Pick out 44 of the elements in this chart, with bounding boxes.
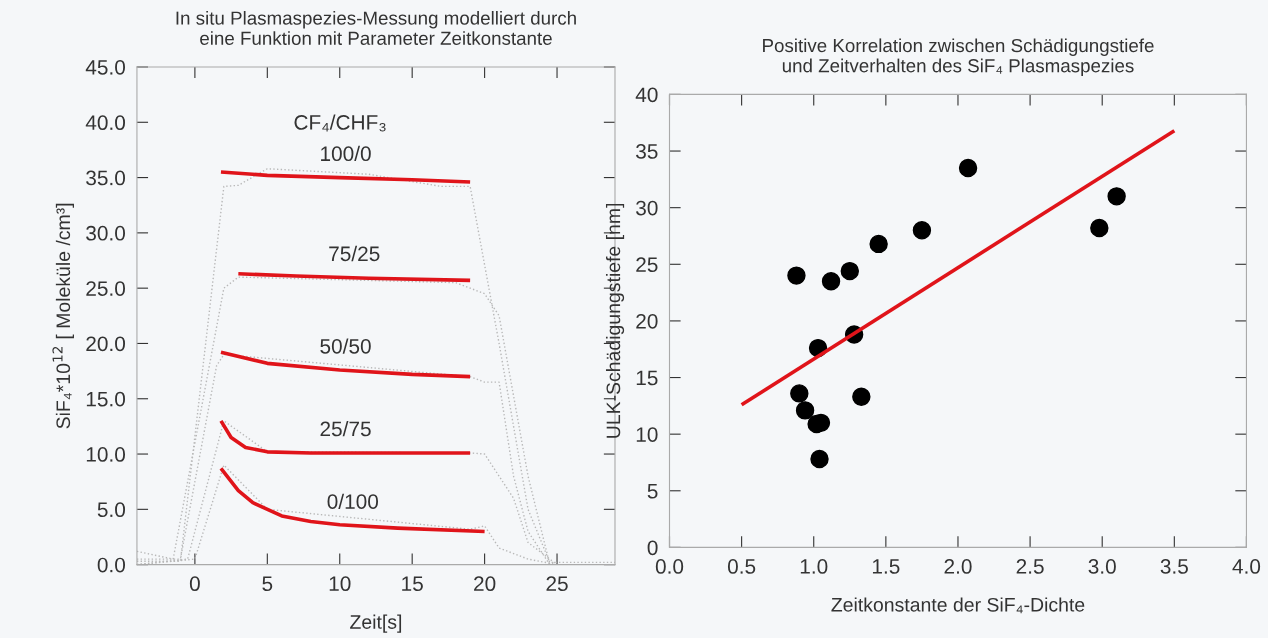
x-tick-label: 4.0	[1232, 559, 1261, 574]
y-tick-label: 40	[635, 87, 658, 103]
y-tick-label: 15.0	[86, 391, 126, 407]
y-tick-label: 20	[636, 313, 658, 329]
x-tick-label: 15	[402, 576, 423, 592]
x-tick-label: 5	[262, 576, 273, 592]
y-tick-label: 5.0	[97, 502, 126, 518]
annotation: CF₄/CHF₃	[294, 114, 386, 132]
x-tick-label: 3.0	[1088, 559, 1116, 574]
x-tick-label: 1.5	[872, 559, 900, 574]
y-tick-label: 35.0	[86, 170, 126, 186]
y-tick-label: 40.0	[85, 115, 126, 131]
x-tick-label: 2.0	[944, 559, 972, 574]
y-axis-title: SiF₄*10$^{12}$ [ Moleküle /cm³]	[52, 203, 74, 429]
x-tick-label: 1.0	[800, 559, 828, 574]
series-label: 50/50	[320, 338, 371, 354]
series-label: 75/25	[329, 245, 380, 262]
series-label: 25/75	[320, 421, 371, 437]
y-tick-label: 30	[636, 200, 658, 216]
x-axis-title: Zeitkonstante der SiF₄-Dichte	[831, 597, 1085, 614]
chart-title: Positive Korrelation zwischen Schädigungstiefe und Zeitverhalten des SiF₄ Plasmaspezies	[763, 38, 1154, 77]
y-tick-label: 45.0	[85, 59, 126, 75]
x-tick-label: 10	[329, 576, 351, 592]
x-axis-title: Zeit[s]	[350, 614, 402, 633]
x-tick-label: 3.5	[1160, 559, 1188, 574]
chart-title: In situ Plasmaspezies-Messung modelliert durch eine Funktion mit Parameter Zeitkonstante	[176, 10, 576, 45]
y-tick-label: 10.0	[86, 447, 126, 462]
x-tick-label: 2.5	[1016, 559, 1044, 574]
y-tick-label: 35	[636, 144, 658, 159]
x-tick-label: 25	[546, 576, 568, 592]
y-tick-label: 25	[636, 257, 658, 273]
y-axis-title: ULK-Schädigungstiefe [nm]	[605, 203, 625, 438]
y-tick-label: 0	[647, 540, 658, 556]
y-tick-label: 25.0	[86, 281, 126, 296]
y-tick-label: 30.0	[86, 225, 126, 241]
y-tick-label: 5	[647, 484, 658, 499]
y-tick-label: 15	[636, 370, 658, 386]
x-tick-label: 20	[474, 576, 496, 592]
x-tick-label: 0	[189, 576, 200, 592]
series-label: 100/0	[321, 145, 371, 162]
y-tick-label: 20.0	[86, 336, 126, 352]
series-label: 0/100	[327, 493, 379, 509]
x-tick-label: 0.5	[727, 559, 756, 574]
y-tick-label: 10	[636, 427, 658, 442]
